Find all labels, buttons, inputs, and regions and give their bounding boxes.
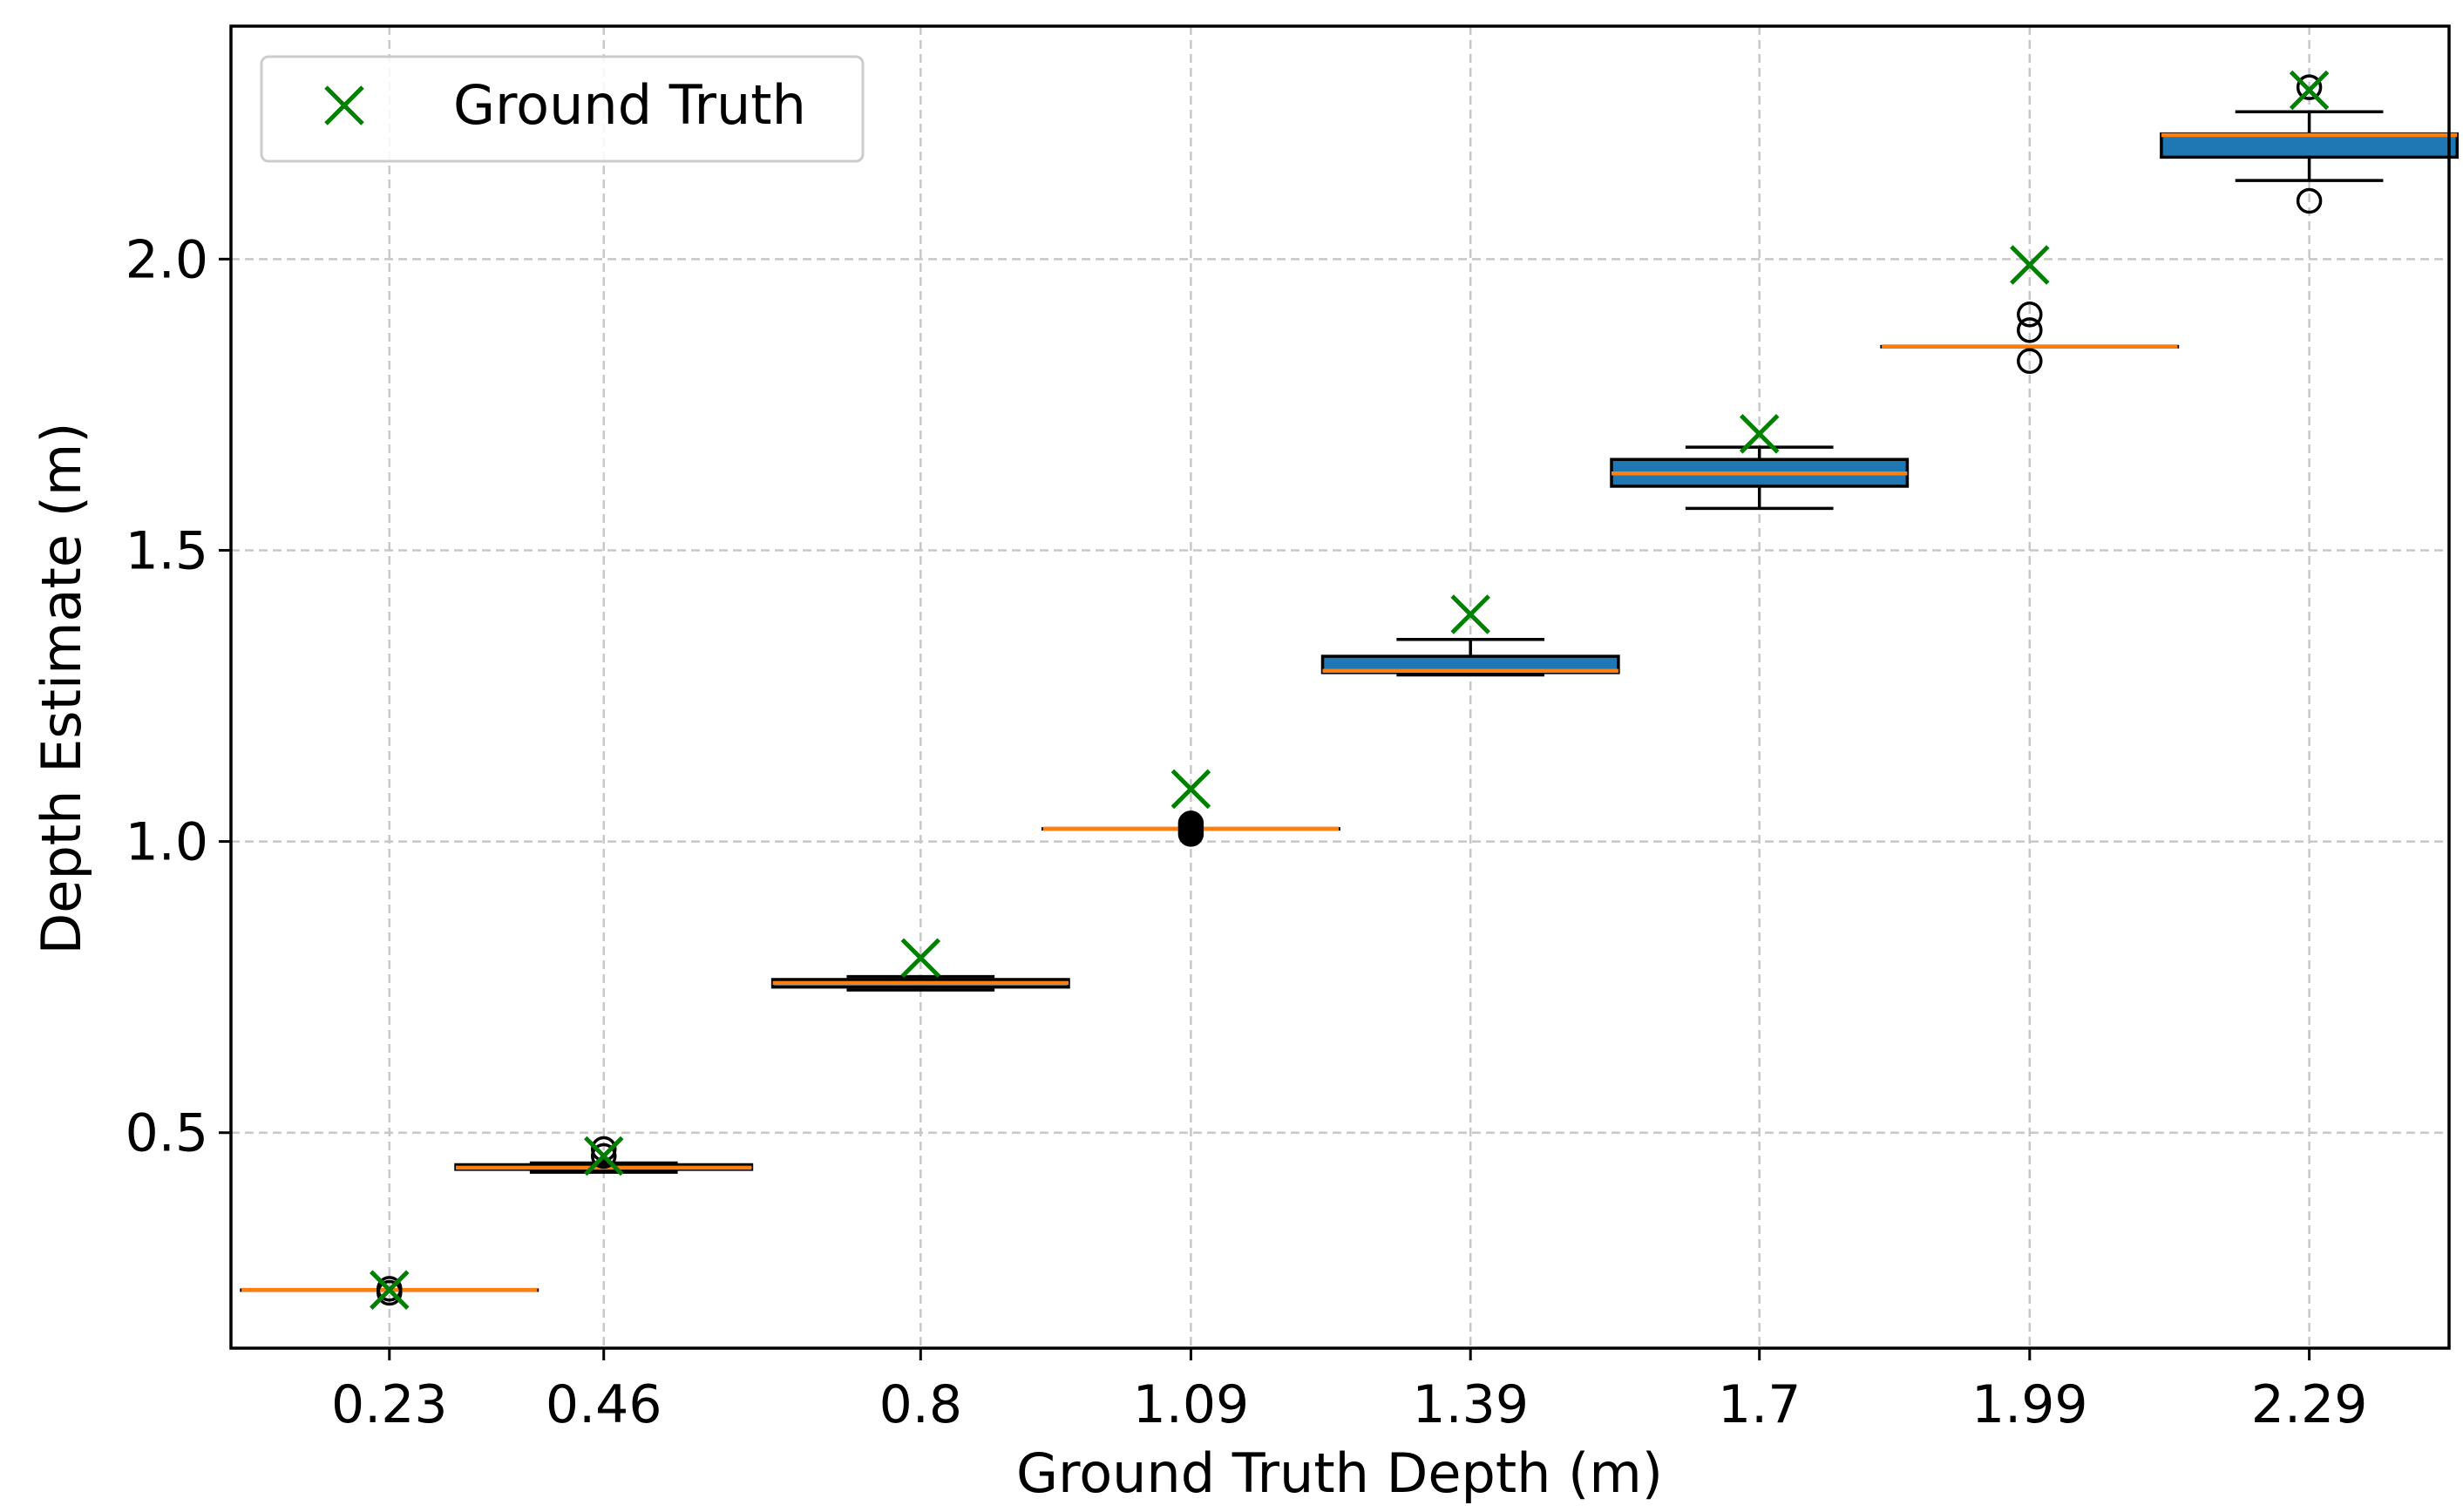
box-group: [770, 974, 1070, 992]
legend: Ground Truth: [260, 55, 865, 163]
x-tick-label: 0.46: [546, 1374, 662, 1435]
x-tick-label: 1.39: [1412, 1374, 1529, 1435]
box-outlier-point: [1177, 810, 1204, 837]
box-outlier-point: [590, 1142, 617, 1170]
box-group: [1320, 637, 1620, 677]
box-outlier-point: [590, 1136, 617, 1163]
ground-truth-marker: [370, 1270, 410, 1310]
ground-truth-marker: [1170, 769, 1211, 810]
box-outlier-point: [2296, 187, 2323, 214]
ground-truth-marker: [2010, 245, 2050, 285]
x-tick-label: 1.99: [1971, 1374, 2088, 1435]
ground-truth-markers: [370, 70, 2330, 1310]
ground-truth-marker: [1450, 594, 1490, 634]
ground-truth-marker: [1739, 414, 1780, 454]
box-group: [1880, 302, 2180, 375]
box-outlier-point: [2296, 74, 2323, 100]
box-group: [1610, 445, 1910, 511]
axis-ticks: 0.23 0.46 0.8 1.09 1.39 1.7 1.99 2.29 0.5 1.0 1.5 2…: [126, 229, 2368, 1435]
box-outlier-point: [2017, 348, 2043, 375]
x-tick-label: 0.8: [879, 1374, 962, 1435]
ground-truth-marker: [900, 938, 941, 979]
legend-frame: [260, 55, 865, 163]
x-tick-label: 0.23: [331, 1374, 448, 1435]
y-tick-label: 0.5: [126, 1103, 208, 1164]
x-tick-label: 1.7: [1718, 1374, 1801, 1435]
box-outlier-point: [2017, 317, 2043, 343]
x-tick-label: 1.09: [1133, 1374, 1250, 1435]
box-outlier-point: [377, 1276, 403, 1302]
box-body: [2160, 132, 2460, 159]
ground-truth-marker: [2289, 70, 2330, 111]
ground-truth-marker: [583, 1136, 624, 1176]
box-group: [1041, 810, 1340, 847]
y-axis-label: Depth Estimate (m): [30, 423, 93, 955]
legend-marker-x-icon: [324, 85, 364, 125]
x-tick-label: 2.29: [2251, 1374, 2368, 1435]
y-tick-label: 1.5: [126, 520, 208, 581]
plot-frame: [229, 24, 2451, 1350]
x-axis-label: Ground Truth Depth (m): [1016, 1441, 1663, 1505]
grid: [231, 26, 2449, 1348]
y-tick-label: 2.0: [126, 229, 208, 290]
y-tick-label: 1.0: [126, 812, 208, 873]
box-outlier-point: [2017, 302, 2043, 328]
box-group: [454, 1136, 754, 1174]
box-group: [2160, 74, 2460, 214]
legend-label-ground-truth: Ground Truth: [453, 73, 806, 137]
